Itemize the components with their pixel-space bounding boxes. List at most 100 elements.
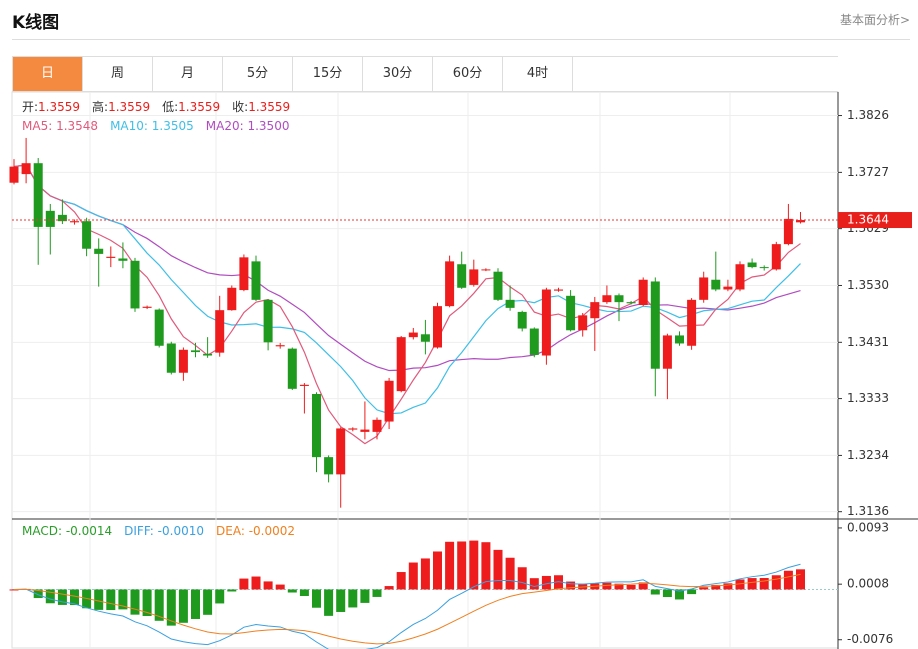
macd-bar	[505, 557, 515, 590]
last-price-label: 1.3644	[847, 213, 889, 227]
tab[interactable]: 15分	[293, 57, 363, 91]
candle-body	[408, 332, 418, 338]
macd-bar	[699, 587, 709, 590]
legend-value: 1.3548	[56, 119, 98, 133]
macd-bar	[130, 589, 140, 615]
macd-bar	[324, 589, 334, 616]
y-tick-label: 1.3431	[847, 335, 889, 349]
macd-bar	[675, 589, 684, 600]
macd-bar	[70, 589, 79, 606]
tab[interactable]: 60分	[433, 57, 503, 91]
candle-body	[227, 287, 237, 311]
macd-bar	[191, 589, 200, 619]
macd-bar	[227, 589, 237, 592]
macd-bar	[33, 589, 43, 599]
candle-body	[771, 244, 781, 270]
candle-body	[396, 337, 406, 392]
y-tick-label: 1.3234	[847, 448, 889, 462]
candle-body	[166, 343, 176, 373]
title: K线图	[12, 13, 60, 33]
candle-body	[70, 221, 79, 223]
macd-bar	[336, 589, 346, 612]
macd-bar	[215, 589, 225, 604]
y-tick-label: 1.3333	[847, 391, 889, 405]
dea-line	[13, 573, 801, 645]
macd-bar	[118, 589, 128, 610]
tab[interactable]: 30分	[363, 57, 433, 91]
legend-value: -0.0002	[249, 524, 295, 538]
candle-body	[796, 220, 805, 223]
candle-body	[517, 311, 527, 329]
candle-body	[154, 309, 164, 346]
legend-value: -0.0010	[158, 524, 204, 538]
macd-bar	[796, 569, 805, 590]
macd-bar	[203, 589, 213, 615]
candle-body	[336, 428, 346, 475]
candle-body	[118, 258, 128, 261]
macd-bar	[735, 579, 745, 590]
tab[interactable]: 周	[83, 57, 153, 91]
macd-bar	[360, 589, 370, 603]
diff-line	[13, 563, 801, 649]
legend-row: MA5: 1.3548 MA10: 1.3505 MA20: 1.3500	[22, 119, 289, 133]
candle-body	[457, 264, 467, 288]
legend-value: 1.3559	[248, 100, 290, 114]
candle-body	[275, 345, 285, 347]
legend-value: 1.3559	[178, 100, 220, 114]
tab[interactable]: 5分	[223, 57, 293, 91]
candle-body	[493, 271, 503, 300]
candle-body	[215, 310, 225, 353]
candle-body	[324, 457, 334, 475]
tab[interactable]: 4时	[503, 57, 573, 91]
candle-body	[348, 428, 358, 430]
macd-bar	[481, 542, 491, 590]
legend-label: DEA:	[216, 524, 249, 538]
fundamental-link[interactable]: 基本面分析>	[839, 13, 910, 27]
legend-value: 1.3559	[108, 100, 150, 114]
candle-body	[529, 328, 539, 355]
macd-bar	[287, 589, 297, 593]
tab[interactable]: 月	[153, 57, 223, 91]
candle-body	[82, 221, 92, 249]
candle-body	[299, 384, 309, 386]
candle-body	[590, 302, 600, 319]
tab[interactable]: 日	[13, 57, 83, 91]
candle-body	[735, 264, 745, 290]
macd-bar	[469, 540, 479, 590]
macd-bar	[541, 575, 551, 590]
macd-bar	[263, 581, 273, 590]
candle-body	[638, 279, 648, 305]
legend-label: 开:	[22, 100, 38, 114]
macd-bar	[445, 541, 455, 590]
macd-bar	[457, 541, 467, 590]
macd-bar	[299, 589, 309, 596]
ma-line	[13, 164, 801, 415]
ma-line	[13, 164, 801, 372]
candle-body	[263, 299, 273, 343]
candle-body	[481, 269, 491, 271]
candle-body	[723, 286, 733, 290]
y-tick-label: 0.0093	[847, 520, 889, 534]
candle-body	[602, 295, 612, 303]
macd-bar	[420, 558, 430, 590]
candle-body	[711, 279, 721, 290]
divider	[12, 39, 910, 40]
legend-label: MA5:	[22, 119, 56, 133]
macd-bar	[396, 572, 406, 590]
candle-body	[178, 349, 188, 373]
macd-bar	[312, 589, 321, 608]
macd-bar	[154, 589, 164, 621]
y-tick-label: 1.3136	[847, 504, 889, 518]
candle-body	[21, 163, 31, 175]
candle-body	[541, 289, 551, 356]
candle-body	[662, 335, 672, 369]
legend-label: MACD:	[22, 524, 66, 538]
macd-bar	[384, 586, 394, 590]
macd-bar	[626, 584, 636, 590]
candle-body	[191, 350, 200, 353]
y-tick-label: 1.3530	[847, 278, 889, 292]
macd-bar	[602, 582, 612, 590]
macd-bar	[650, 589, 660, 595]
macd-bar	[275, 584, 285, 590]
